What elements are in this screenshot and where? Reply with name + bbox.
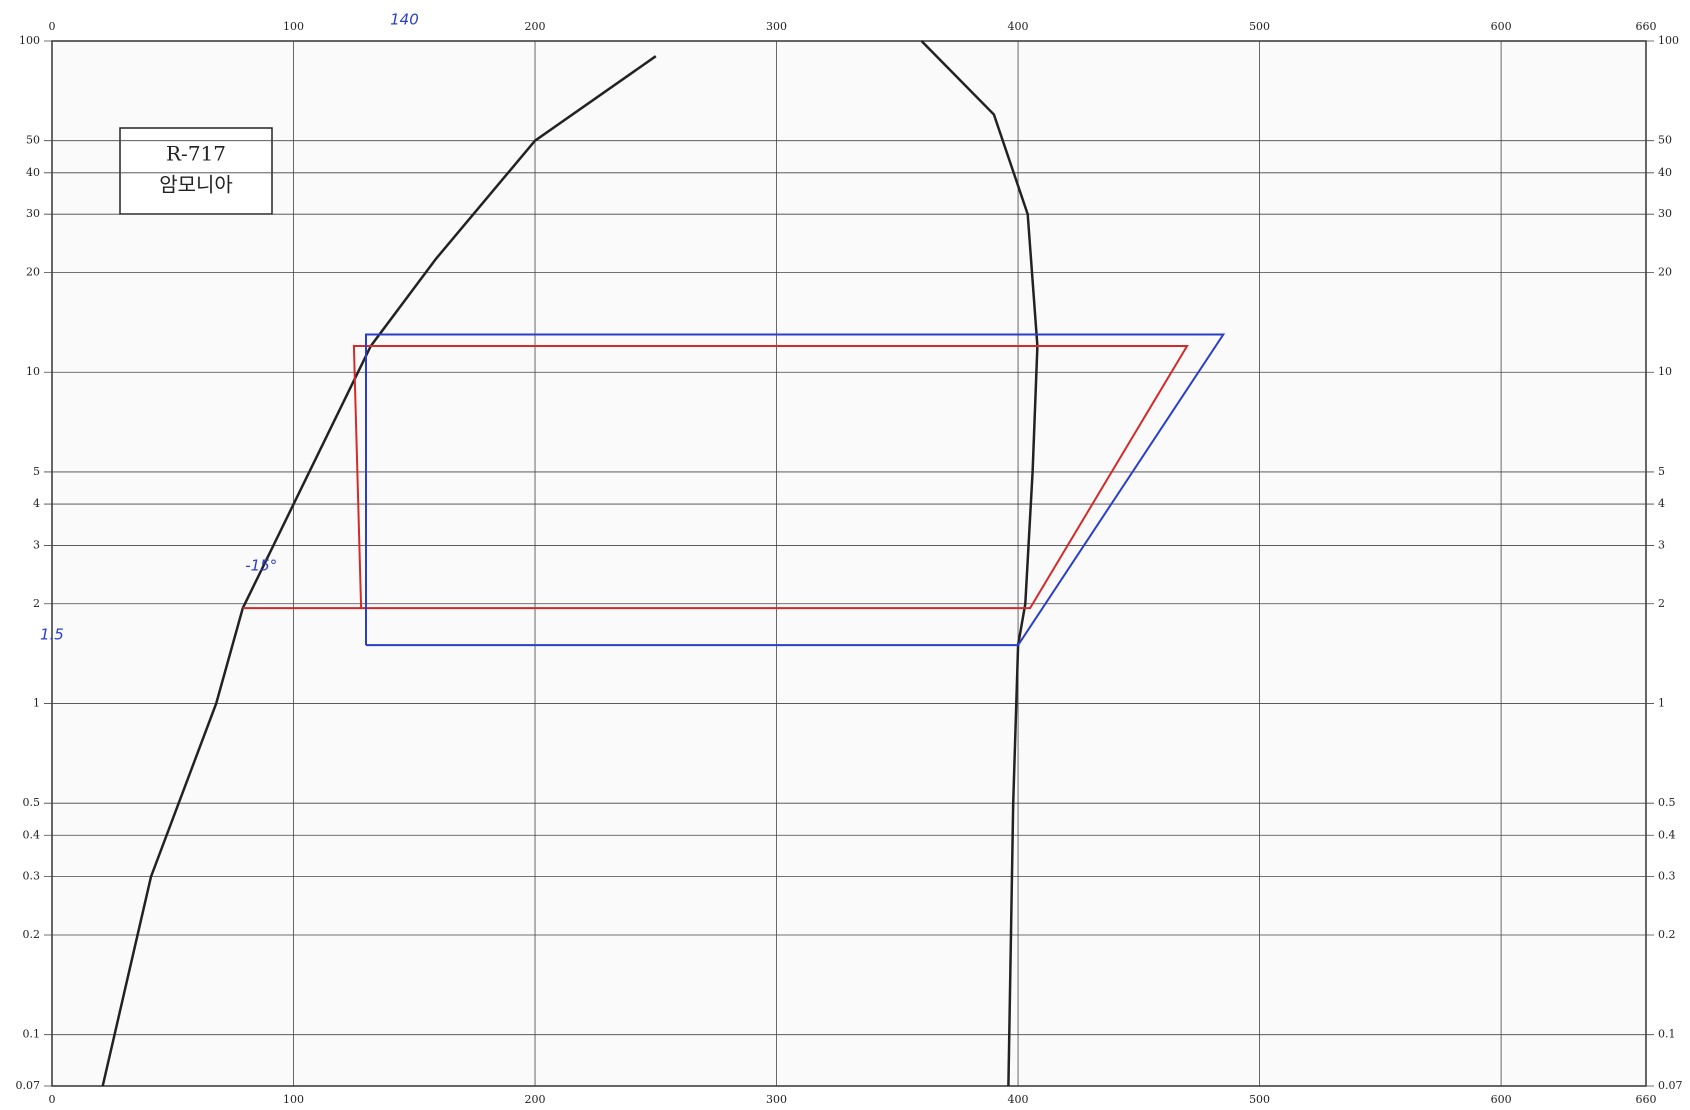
annotation: -15° <box>245 557 277 575</box>
x-tick-label-top: 660 <box>1636 20 1657 33</box>
x-tick-label-top: 200 <box>525 20 546 33</box>
x-tick-label: 300 <box>766 1093 787 1106</box>
y-tick-label-right: 100 <box>1658 34 1679 47</box>
y-tick-label: 100 <box>19 34 40 47</box>
y-tick-label-right: 0.07 <box>1658 1079 1683 1092</box>
plot-area <box>52 41 1646 1086</box>
x-tick-label: 660 <box>1636 1093 1657 1106</box>
x-tick-label: 200 <box>525 1093 546 1106</box>
y-tick-label: 5 <box>33 465 40 478</box>
y-tick-label-right: 0.2 <box>1658 928 1676 941</box>
y-tick-label: 20 <box>26 266 40 279</box>
y-tick-label: 1 <box>33 696 40 709</box>
y-tick-label: 0.5 <box>23 796 41 809</box>
y-tick-label: 0.3 <box>23 870 41 883</box>
y-tick-label: 4 <box>33 497 40 510</box>
annotation: 1.5 <box>40 626 64 644</box>
y-tick-label-right: 40 <box>1658 166 1672 179</box>
chart-subtitle: 암모니아 <box>159 173 233 197</box>
y-tick-label-right: 0.1 <box>1658 1028 1676 1041</box>
x-tick-label-top: 0 <box>49 20 56 33</box>
x-tick-label-top: 100 <box>283 20 304 33</box>
y-tick-label-right: 4 <box>1658 497 1665 510</box>
y-tick-label-right: 30 <box>1658 207 1672 220</box>
x-tick-label-top: 600 <box>1491 20 1512 33</box>
chart-title: R-717 <box>166 142 226 166</box>
x-tick-label-top: 500 <box>1249 20 1270 33</box>
chart: R-717 암모니아 00100100200200300300400400500… <box>0 0 1690 1110</box>
y-tick-label-right: 0.3 <box>1658 870 1676 883</box>
y-tick-label-right: 20 <box>1658 266 1672 279</box>
y-tick-label: 40 <box>26 166 40 179</box>
y-tick-label-right: 1 <box>1658 696 1665 709</box>
y-tick-label: 0.07 <box>16 1079 41 1092</box>
x-tick-label-top: 400 <box>1008 20 1029 33</box>
x-tick-label-top: 300 <box>766 20 787 33</box>
y-tick-label: 0.1 <box>23 1028 41 1041</box>
y-tick-label-right: 2 <box>1658 597 1665 610</box>
y-tick-label-right: 10 <box>1658 365 1672 378</box>
y-tick-label: 3 <box>33 538 40 551</box>
y-tick-label-right: 3 <box>1658 538 1665 551</box>
y-tick-label-right: 0.4 <box>1658 828 1676 841</box>
y-tick-label: 50 <box>26 134 40 147</box>
y-tick-label: 30 <box>26 207 40 220</box>
x-tick-label: 600 <box>1491 1093 1512 1106</box>
y-tick-label-right: 0.5 <box>1658 796 1676 809</box>
y-tick-label: 2 <box>33 597 40 610</box>
y-tick-label: 0.2 <box>23 928 41 941</box>
y-tick-label-right: 50 <box>1658 134 1672 147</box>
x-tick-label: 100 <box>283 1093 304 1106</box>
x-tick-label: 400 <box>1008 1093 1029 1106</box>
y-tick-label: 0.4 <box>23 828 41 841</box>
x-tick-label: 0 <box>49 1093 56 1106</box>
y-tick-label: 10 <box>26 365 40 378</box>
x-tick-label: 500 <box>1249 1093 1270 1106</box>
annotation: 140 <box>390 11 419 29</box>
y-tick-label-right: 5 <box>1658 465 1665 478</box>
